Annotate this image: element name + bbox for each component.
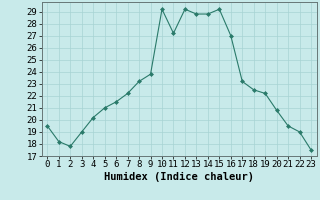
X-axis label: Humidex (Indice chaleur): Humidex (Indice chaleur) [104, 172, 254, 182]
